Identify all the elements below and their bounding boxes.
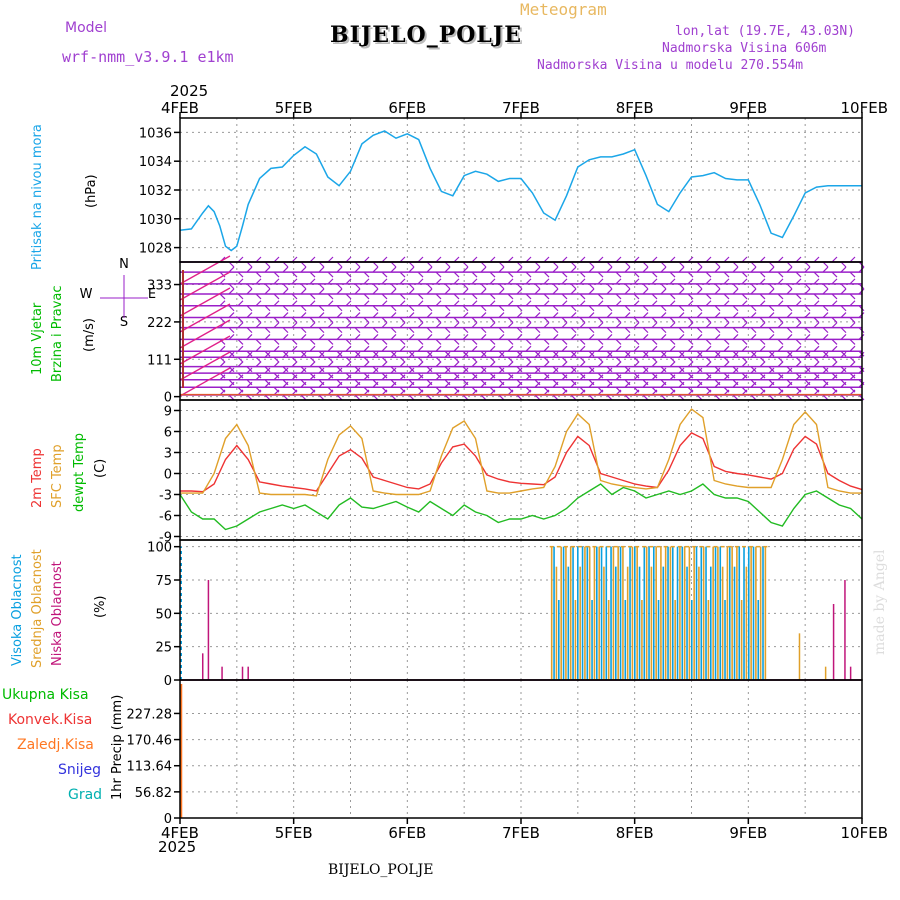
legend-snow: Snijeg <box>58 762 102 778</box>
compass-w-label: W <box>80 287 93 302</box>
wind-barb-ticks <box>219 333 865 345</box>
panel-frame <box>179 539 863 681</box>
temp-tick-label: 0 <box>164 468 172 483</box>
wind-arrow <box>179 367 231 397</box>
model-name: wrf-nmm_v3.9.1 e1km <box>62 48 234 66</box>
wind-barb-ticks <box>219 345 865 357</box>
date-label-top: 9FEB <box>729 99 767 117</box>
precip-tick-label: 227.28 <box>127 707 173 722</box>
model-label: Model <box>65 20 108 36</box>
cloud-tick-label: 75 <box>155 574 172 589</box>
legend-total-rain: Ukupna Kisa <box>2 687 89 703</box>
wind-barb-ticks <box>219 389 865 401</box>
precip-tick-label: 170.46 <box>127 734 173 749</box>
date-label-top: 5FEB <box>275 99 313 117</box>
pressure-tick-label: 1032 <box>139 184 172 199</box>
wind-tick-label: 222 <box>147 316 172 331</box>
wind-barb-ticks <box>219 266 865 278</box>
wind-tick-label: 333 <box>147 279 172 294</box>
date-label-bottom: 6FEB <box>388 824 426 842</box>
wind-arrow <box>179 319 231 349</box>
legend-freezing-rain: Zaledj.Kisa <box>17 737 94 753</box>
compass-cross <box>100 275 148 318</box>
cloud-tick-label: 25 <box>155 641 172 656</box>
legend-convective-rain: Konvek.Kisa <box>8 712 93 728</box>
station-title: BIJELO_POLJE <box>330 22 523 48</box>
wind-arrow <box>179 255 231 285</box>
legend-hail: Grad <box>68 787 103 803</box>
date-label-top: 7FEB <box>502 99 540 117</box>
year-top: 2025 <box>170 82 209 100</box>
pressure-tick-label: 1030 <box>139 213 172 228</box>
date-label-top: 8FEB <box>616 99 654 117</box>
date-label-bottom: 7FEB <box>502 824 540 842</box>
precip-tick-label: 0 <box>164 812 172 827</box>
compass-e-label: E <box>148 287 156 302</box>
precip-tick-label: 56.82 <box>135 786 172 801</box>
temp-tick-label: 6 <box>164 426 172 441</box>
pressure-tick-label: 1034 <box>139 155 172 170</box>
wind-barb-ticks <box>219 288 865 300</box>
temp-tick-label: 9 <box>164 405 172 420</box>
wind-tick-label: 111 <box>147 353 172 368</box>
temp-2m-line <box>180 432 863 493</box>
precip-tick-label: 113.64 <box>127 760 173 775</box>
wind-barb-ticks <box>219 381 865 393</box>
date-label-top: 10FEB <box>841 99 888 117</box>
footer-station: BIJELO_POLJE <box>328 862 434 878</box>
date-label-bottom: 10FEB <box>841 824 888 842</box>
date-label-bottom: 9FEB <box>729 824 767 842</box>
altitude-label: Nadmorska Visina 606m <box>662 41 827 56</box>
wind-tick-label: 0 <box>164 391 172 406</box>
wind-barb-ticks <box>219 278 865 290</box>
cloud-tick-label: 50 <box>155 607 172 622</box>
year-bottom: 2025 <box>158 838 197 856</box>
date-label-bottom: 4FEB <box>161 824 199 842</box>
date-label-bottom: 5FEB <box>275 824 313 842</box>
wind-arrow <box>179 303 231 333</box>
cloud-tick-label: 100 <box>147 541 172 556</box>
wind-barb-ticks <box>219 322 865 334</box>
temp-tick-label: -9 <box>159 531 172 546</box>
date-label-top: 6FEB <box>388 99 426 117</box>
wind-barb-ticks <box>219 351 865 363</box>
wind-barb-ticks <box>219 312 865 323</box>
meteogram-label: Meteogram <box>520 0 607 19</box>
wind-arrow <box>179 271 231 301</box>
compass-s-label: S <box>120 315 128 330</box>
pressure-tick-label: 1036 <box>139 126 172 141</box>
wind-barb-ticks <box>219 361 865 373</box>
wind-barb-ticks <box>219 367 865 379</box>
wind-arrow <box>179 335 231 365</box>
temp-tick-label: 3 <box>164 447 172 462</box>
pressure-tick-label: 1028 <box>139 242 172 257</box>
wind-arrow <box>179 287 231 317</box>
temp-sfc-line <box>180 408 862 497</box>
panel-frame <box>179 679 863 819</box>
pressure-line <box>179 130 862 252</box>
date-label-top: 4FEB <box>161 99 199 117</box>
wind-arrow <box>179 351 231 381</box>
dewpoint-line <box>179 483 863 531</box>
model-altitude-label: Nadmorska Visina u modelu 270.554m <box>537 58 804 73</box>
date-label-bottom: 8FEB <box>616 824 654 842</box>
wind-barb-ticks <box>219 300 865 312</box>
cloud-tick-label: 0 <box>164 674 172 689</box>
wind-barb-ticks <box>219 374 865 386</box>
temp-tick-label: -6 <box>159 510 172 525</box>
compass-n-label: N <box>119 257 129 272</box>
lonlat-label: lon,lat (19.7E, 43.03N) <box>675 24 856 39</box>
temp-tick-label: -3 <box>159 489 172 504</box>
